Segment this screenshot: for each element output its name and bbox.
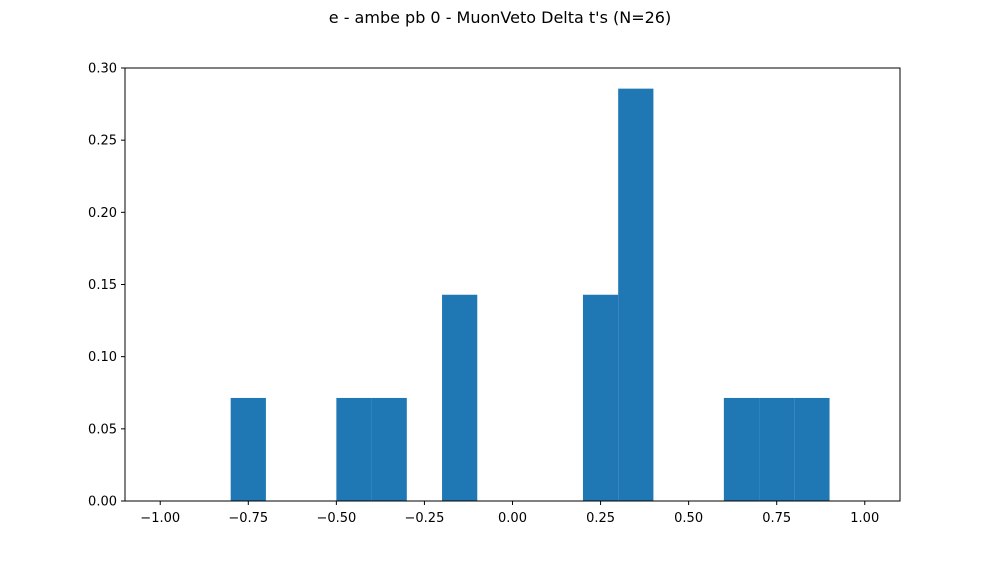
histogram-bar-7 [759, 397, 795, 501]
x-tick-label: 1.00 [850, 511, 879, 526]
x-tick-label: 0.50 [674, 511, 703, 526]
y-tick-label: 0.00 [88, 495, 117, 510]
histogram-bar-5 [618, 88, 654, 502]
histogram-bar-8 [794, 397, 830, 501]
y-tick-label: 0.15 [88, 278, 117, 293]
y-tick-label: 0.25 [88, 134, 117, 149]
y-tick-label: 0.05 [88, 422, 117, 437]
histogram-bar-4 [582, 294, 619, 501]
x-tick-label: −0.50 [316, 511, 356, 526]
x-tick-label: 0.75 [762, 511, 791, 526]
histogram-bar-3 [442, 294, 478, 501]
x-tick-label: 0.00 [498, 511, 527, 526]
y-tick-label: 0.10 [88, 350, 117, 365]
histogram-bar-0 [230, 397, 266, 501]
y-tick-label: 0.30 [88, 62, 117, 77]
x-tick-label: −1.00 [140, 511, 180, 526]
y-axis: 0.00 0.05 0.10 0.15 0.20 0.25 0.30 [88, 62, 125, 510]
x-tick-label: −0.75 [228, 511, 268, 526]
x-axis: −1.00 −0.75 −0.50 −0.25 0.00 0.25 0.50 0.75 1.00 [140, 501, 879, 526]
x-tick-label: −0.25 [405, 511, 445, 526]
histogram-bar-2 [371, 397, 407, 501]
histogram-bar-6 [723, 397, 760, 501]
y-tick-label: 0.20 [88, 206, 117, 221]
bars-group [230, 88, 830, 502]
chart-title: e - ambe pb 0 - MuonVeto Delta t's (N=26… [328, 8, 672, 27]
x-tick-label: 0.25 [586, 511, 615, 526]
histogram-bar-1 [336, 397, 372, 501]
